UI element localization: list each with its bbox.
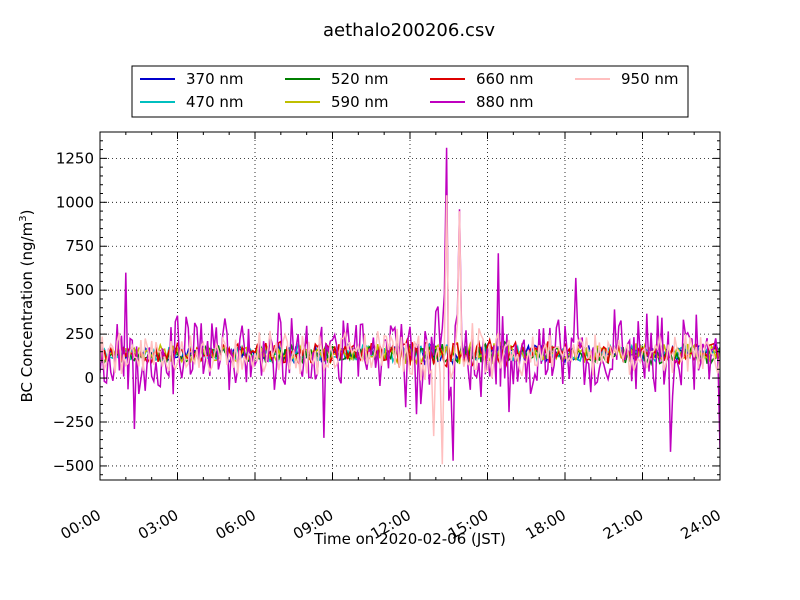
legend-label: 880 nm [476, 93, 534, 111]
plot-area: 00:00 03:00 06:00 09:00 12:00 15:00 18:00 21:00… [53, 131, 724, 543]
grid [100, 132, 720, 480]
y-tick-label: −500 [53, 457, 94, 475]
chart-title: aethalo200206.csv [323, 20, 495, 41]
y-tick-label: 500 [65, 281, 94, 299]
x-tick-label: 03:00 [135, 506, 181, 543]
legend-label: 950 nm [621, 70, 679, 88]
x-tick-label: 21:00 [600, 506, 646, 543]
series-lines [100, 147, 720, 465]
legend-label: 590 nm [331, 93, 389, 111]
y-tick-label: 250 [65, 325, 94, 343]
legend-label: 520 nm [331, 70, 389, 88]
legend-label: 370 nm [186, 70, 244, 88]
x-tick-label: 00:00 [58, 506, 104, 543]
y-tick-label: 1250 [56, 149, 94, 167]
series-line-950nm [100, 195, 720, 465]
y-tick-label: 0 [84, 369, 94, 387]
y-tick-label: 1000 [56, 193, 94, 211]
x-tick-label: 24:00 [678, 506, 724, 543]
legend: 370 nm 470 nm 520 nm 590 nm 660 nm 880 nm 950 … [131, 65, 689, 118]
x-tick-label: 06:00 [213, 506, 259, 543]
legend-label: 660 nm [476, 70, 534, 88]
x-tick-label: 18:00 [523, 506, 569, 543]
y-tick-label: 750 [65, 237, 94, 255]
y-axis-label: BC Concentration (ng/m3) [18, 210, 36, 403]
y-tick-label: −250 [53, 413, 94, 431]
series-line-880nm [100, 147, 720, 461]
x-axis-label: Time on 2020-02-06 (JST) [313, 530, 506, 548]
legend-label: 470 nm [186, 93, 244, 111]
